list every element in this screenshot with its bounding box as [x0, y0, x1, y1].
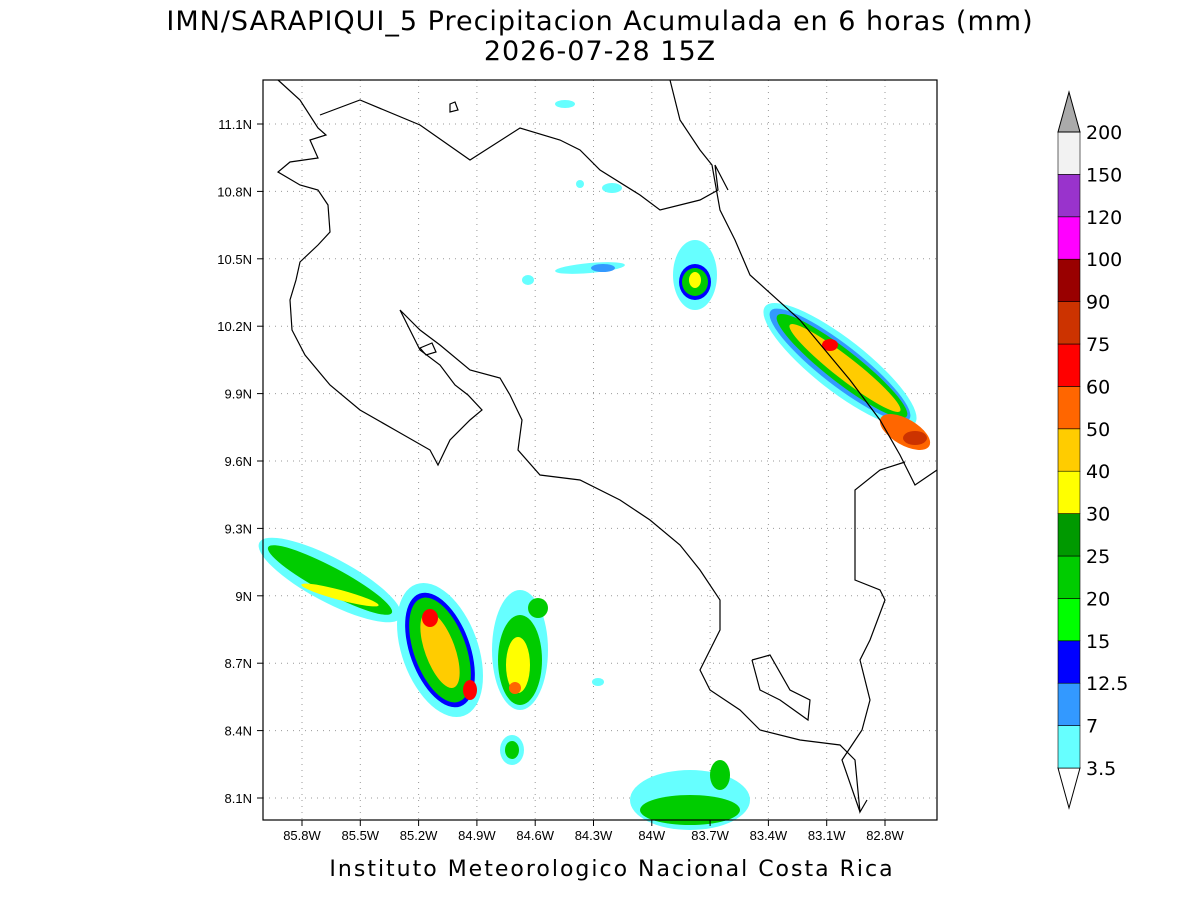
colorbar-label: 60 — [1086, 376, 1110, 398]
colorbar-label: 75 — [1086, 334, 1110, 356]
subtitle: 2026-07-28 15Z — [484, 36, 716, 67]
colorbar-label: 150 — [1086, 164, 1122, 186]
colorbar-band — [1057, 131, 1081, 175]
lon-label: 85.2W — [400, 828, 438, 843]
lon-label: 84W — [638, 828, 665, 843]
lat-label: 10.5N — [217, 252, 252, 267]
grid — [263, 80, 937, 820]
colorbar-triangle — [1057, 90, 1081, 133]
lat-label: 9.3N — [225, 521, 252, 536]
colorbar-band — [1057, 301, 1081, 345]
lon-label: 82.8W — [866, 828, 904, 843]
title: IMN/SARAPIQUI_5 Precipitacion Acumulada … — [166, 6, 1033, 37]
colorbar-band — [1057, 174, 1081, 218]
footer: Instituto Meteorologico Nacional Costa R… — [329, 857, 894, 882]
colorbar-band — [1057, 598, 1081, 642]
colorbar-label: 15 — [1086, 631, 1110, 653]
colorbar-label: 100 — [1086, 249, 1122, 271]
lon-label: 83.1W — [808, 828, 846, 843]
lon-label: 85.8W — [283, 828, 321, 843]
colorbar-band — [1057, 725, 1081, 769]
lat-label: 9N — [235, 589, 252, 604]
lon-label: 84.6W — [516, 828, 554, 843]
colorbar-label: 12.5 — [1086, 673, 1128, 695]
colorbar-label: 3.5 — [1086, 758, 1116, 780]
colorbar-label: 30 — [1086, 504, 1110, 526]
lat-labels: 11.1N 10.8N 10.5N 10.2N 9.9N 9.6N 9.3N 9N 8.7N 8.… — [217, 117, 263, 806]
lat-label: 9.9N — [225, 387, 252, 402]
colorbar-label: 120 — [1086, 207, 1122, 229]
colorbar-label: 40 — [1086, 461, 1110, 483]
colorbar-label: 25 — [1086, 546, 1110, 568]
lat-label: 11.1N — [218, 117, 252, 132]
colorbar-band — [1057, 343, 1081, 387]
lon-label: 83.4W — [750, 828, 788, 843]
colorbar-band — [1057, 258, 1081, 302]
colorbar-band — [1057, 216, 1081, 260]
coastlines — [276, 79, 938, 814]
lat-label: 8.1N — [225, 791, 252, 806]
colorbar-label: 200 — [1086, 122, 1122, 144]
map-frame — [262, 79, 938, 821]
colorbar-band — [1057, 640, 1081, 684]
lat-label: 8.4N — [225, 724, 252, 739]
lon-label: 84.9W — [458, 828, 496, 843]
colorbar-band — [1057, 470, 1081, 514]
colorbar-label: 90 — [1086, 292, 1110, 314]
lat-label: 10.2N — [217, 319, 252, 334]
colorbar-band — [1057, 428, 1081, 472]
lat-label: 9.6N — [225, 454, 252, 469]
lon-label: 85.5W — [342, 828, 380, 843]
lon-label: 83.7W — [691, 828, 729, 843]
lat-label: 10.8N — [217, 184, 252, 199]
precipitation — [258, 100, 931, 830]
colorbar-band — [1057, 386, 1081, 430]
lon-labels: 85.8W 85.5W 85.2W 84.9W 84.6W 84.3W 84W 83.7W 83… — [283, 820, 905, 843]
colorbar-triangle — [1057, 767, 1081, 810]
colorbar-label: 7 — [1086, 716, 1098, 738]
lon-label: 84.3W — [575, 828, 613, 843]
colorbar-band — [1057, 513, 1081, 557]
colorbar: 3.5 7 12.5 15 20 25 30 40 50 60 75 90 100 120 150 200 — [1057, 90, 1128, 810]
lat-label: 8.7N — [225, 656, 252, 671]
colorbar-band — [1057, 555, 1081, 599]
colorbar-label: 20 — [1086, 588, 1110, 610]
colorbar-band — [1057, 682, 1081, 726]
colorbar-label: 50 — [1086, 419, 1110, 441]
